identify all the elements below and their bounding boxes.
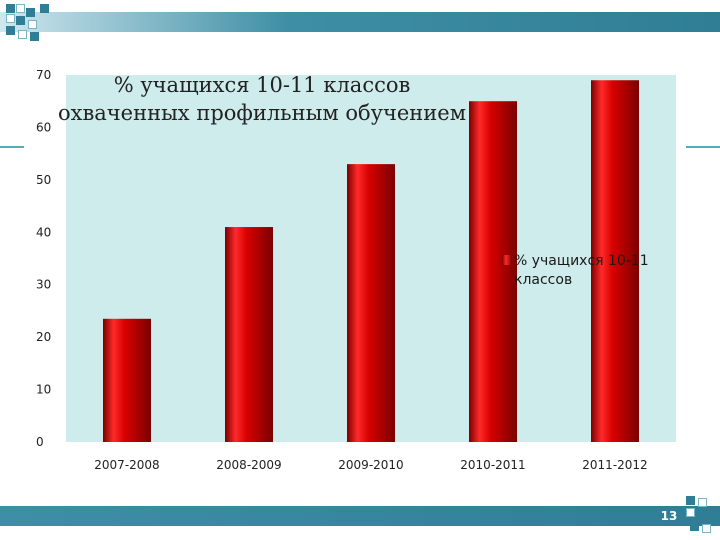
chart-panel: 0 10 20 30 40 50 60 70 2007-2008 2008-2009 2009-2…: [24, 62, 686, 486]
x-tick-label: 2009-2010: [338, 458, 403, 472]
y-tick-label: 60: [36, 120, 51, 134]
x-tick-label: 2011-2012: [582, 458, 647, 472]
decor-square: [40, 4, 49, 13]
decor-square: [30, 32, 39, 41]
y-tick-label: 50: [36, 173, 51, 187]
decor-square: [700, 510, 709, 519]
decor-square: [6, 14, 15, 23]
decor-square: [698, 498, 707, 507]
bars-group: [103, 80, 639, 442]
x-tick-label: 2010-2011: [460, 458, 525, 472]
chart-title: % учащихся 10-11 классов охваченных проф…: [58, 73, 466, 125]
legend-swatch: [502, 255, 512, 265]
left-accent-line: [0, 146, 24, 148]
bar-2010-2011: [469, 101, 517, 442]
y-tick-label: 10: [36, 383, 51, 397]
bar-2007-2008: [103, 318, 151, 442]
decor-square: [28, 20, 37, 29]
decor-square: [16, 16, 25, 25]
bar-chart: 0 10 20 30 40 50 60 70 2007-2008 2008-2009 2009-2…: [36, 68, 676, 472]
chart-title-line-2: охваченных профильным обучением: [58, 101, 466, 125]
y-tick-label: 70: [36, 68, 51, 82]
x-tick-label: 2007-2008: [94, 458, 159, 472]
y-tick-label: 30: [36, 278, 51, 292]
decor-square: [16, 4, 25, 13]
decor-square: [26, 8, 35, 17]
legend-label-line-2: классов: [514, 272, 572, 288]
legend-label-line-1: % учащихся 10-11: [514, 253, 649, 269]
y-tick-label: 0: [36, 435, 44, 449]
decor-square: [686, 508, 695, 517]
bar-2009-2010: [347, 164, 395, 442]
y-tick-label: 20: [36, 330, 51, 344]
bar-2008-2009: [225, 227, 273, 442]
decor-square: [6, 4, 15, 13]
chart-legend: % учащихся 10-11 классов: [502, 253, 649, 288]
decor-square: [690, 522, 699, 531]
chart-title-line-1: % учащихся 10-11 классов: [114, 73, 411, 97]
right-accent-line: [686, 146, 720, 148]
x-tick-label: 2008-2009: [216, 458, 281, 472]
x-axis-ticks: 2007-2008 2008-2009 2009-2010 2010-2011 2011…: [94, 458, 647, 472]
decor-square: [18, 30, 27, 39]
page-number: 13: [660, 509, 678, 523]
bottom-decorative-band: [0, 506, 720, 526]
top-decorative-band: [0, 12, 720, 32]
decor-square: [702, 524, 711, 533]
decor-square: [686, 496, 695, 505]
bar-2011-2012: [591, 80, 639, 442]
decor-square: [6, 26, 15, 35]
y-axis-ticks: 0 10 20 30 40 50 60 70: [36, 68, 51, 449]
y-tick-label: 40: [36, 225, 51, 239]
